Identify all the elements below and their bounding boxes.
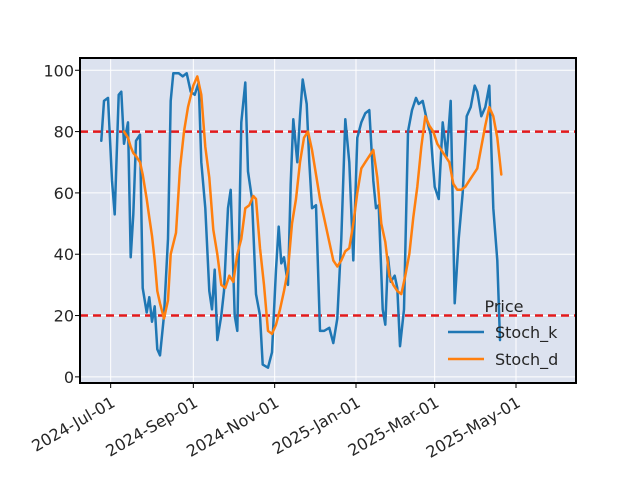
y-tick-label: 60 <box>54 184 74 203</box>
y-tick-label: 20 <box>54 307 74 326</box>
plot-frame <box>79 57 577 384</box>
y-axis: 0 20 40 60 80 100 <box>43 61 80 387</box>
y-tick-label: 0 <box>64 368 74 387</box>
y-tick-label: 80 <box>54 123 74 142</box>
x-tick-label: 2024-Nov-01 <box>183 393 282 461</box>
y-tick-label: 100 <box>43 61 74 80</box>
legend-label-stoch-k: Stoch_k <box>495 323 558 343</box>
legend: Price Stoch_k Stoch_d <box>448 297 558 370</box>
x-axis: 2024-Jul-012024-Sep-012024-Nov-012025-Ja… <box>28 383 524 462</box>
series-line-stoch-d <box>122 75 503 336</box>
y-tick-label: 40 <box>54 245 74 264</box>
series-lines <box>100 72 503 369</box>
legend-title: Price <box>484 297 523 316</box>
legend-label-stoch-d: Stoch_d <box>495 350 558 370</box>
